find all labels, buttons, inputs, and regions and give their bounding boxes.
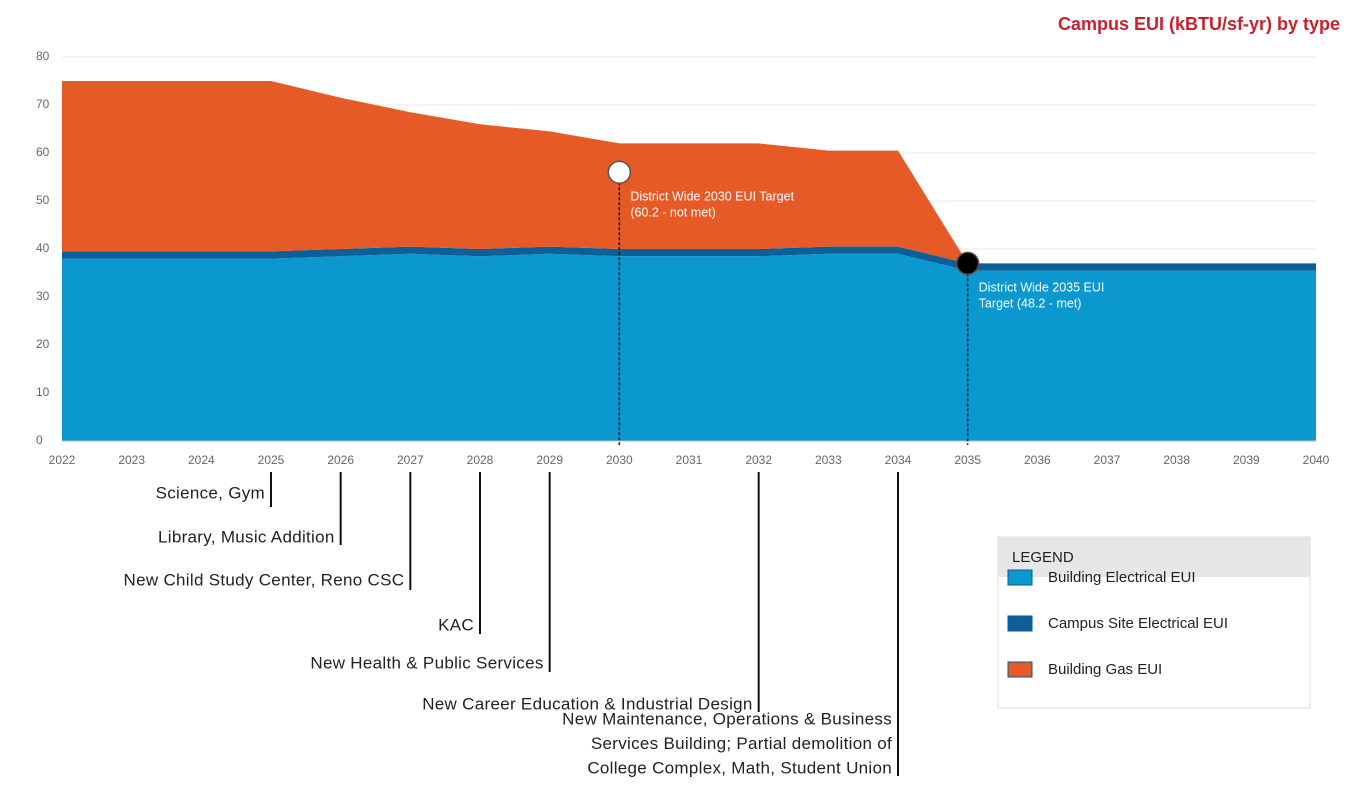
milestone-label: Library, Music Addition xyxy=(158,527,335,546)
x-tick-label: 2024 xyxy=(188,453,215,467)
area xyxy=(62,81,1316,264)
x-tick-label: 2036 xyxy=(1024,453,1051,467)
x-tick-label: 2038 xyxy=(1163,453,1190,467)
milestone-label: New Health & Public Services xyxy=(310,653,543,672)
x-tick-label: 2022 xyxy=(49,453,76,467)
x-tick-label: 2031 xyxy=(676,453,703,467)
x-tick-label: 2040 xyxy=(1303,453,1330,467)
milestone-label: New Maintenance, Operations & Business xyxy=(562,709,892,728)
y-tick-label: 60 xyxy=(36,145,50,159)
y-tick-label: 70 xyxy=(36,97,50,111)
x-tick-label: 2025 xyxy=(258,453,285,467)
milestone-label: College Complex, Math, Student Union xyxy=(587,758,892,777)
x-tick-label: 2033 xyxy=(815,453,842,467)
legend-label: Building Gas EUI xyxy=(1048,661,1162,678)
legend-swatch xyxy=(1007,661,1033,678)
y-tick-label: 40 xyxy=(36,241,50,255)
y-tick-label: 80 xyxy=(36,49,50,63)
y-tick-label: 0 xyxy=(36,433,43,447)
milestone-label: Science, Gym xyxy=(156,483,265,502)
legend-label: Building Electrical EUI xyxy=(1048,569,1196,586)
milestone-label: KAC xyxy=(438,615,474,634)
plot-area xyxy=(62,56,1316,442)
x-tick-label: 2034 xyxy=(885,453,912,467)
target-label: District Wide 2035 EUI xyxy=(979,281,1105,295)
area xyxy=(62,253,1316,441)
milestone-label: New Child Study Center, Reno CSC xyxy=(124,570,405,589)
x-tick-label: 2023 xyxy=(118,453,145,467)
legend-title: LEGEND xyxy=(1012,549,1074,566)
milestone-label: Services Building; Partial demolition of xyxy=(591,734,892,753)
target-marker xyxy=(607,160,632,184)
legend-swatch xyxy=(1007,615,1033,632)
x-tick-label: 2028 xyxy=(467,453,494,467)
x-tick-label: 2037 xyxy=(1094,453,1121,467)
legend-header-bg xyxy=(998,537,1310,577)
y-tick-label: 50 xyxy=(36,193,50,207)
target-label: (60.2 - not met) xyxy=(630,205,715,219)
legend-swatch xyxy=(1007,569,1033,586)
target-marker xyxy=(955,251,980,276)
x-tick-label: 2039 xyxy=(1233,453,1260,467)
x-tick-label: 2030 xyxy=(606,453,633,467)
y-tick-label: 10 xyxy=(36,385,50,399)
target-label: Target (48.2 - met) xyxy=(979,297,1082,311)
x-tick-label: 2035 xyxy=(954,453,981,467)
y-tick-label: 30 xyxy=(36,289,50,303)
x-tick-label: 2029 xyxy=(536,453,563,467)
chart-title: Campus EUI (kBTU/sf-yr) by type xyxy=(1058,14,1340,34)
y-tick-label: 20 xyxy=(36,337,50,351)
milestone-label: New Career Education & Industrial Design xyxy=(422,694,752,713)
x-tick-label: 2027 xyxy=(397,453,424,467)
area xyxy=(62,246,1316,271)
x-tick-label: 2026 xyxy=(327,453,354,467)
target-label: District Wide 2030 EUI Target xyxy=(630,189,794,203)
x-tick-label: 2032 xyxy=(745,453,772,467)
legend-label: Campus Site Electrical EUI xyxy=(1048,615,1228,632)
